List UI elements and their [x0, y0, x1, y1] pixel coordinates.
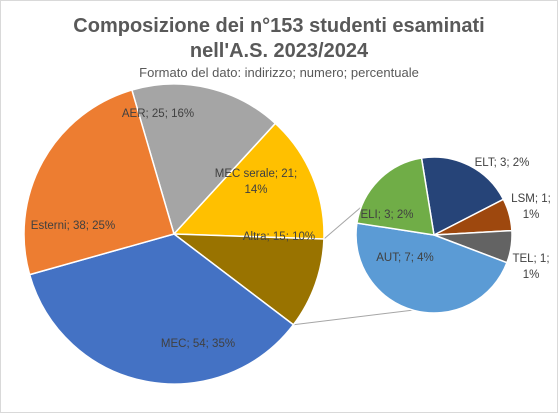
chart-subtitle: Formato del dato: indirizzo; numero; per…	[139, 65, 419, 80]
main-pie	[23, 83, 325, 385]
data-label-tel-line2: 1%	[523, 269, 540, 281]
data-label-altra: Altra; 15; 10%	[243, 231, 315, 243]
connector-bottom	[293, 309, 415, 326]
slice-mec	[28, 233, 295, 385]
slice-aut	[355, 222, 508, 314]
data-label-mec: MEC; 54; 35%	[161, 338, 235, 350]
data-label-aut: AUT; 7; 4%	[376, 252, 434, 264]
data-labels: AER; 25; 16% MEC serale; 21; 14% Altra; 15;…	[31, 108, 551, 350]
data-label-tel: TEL; 1;	[512, 253, 549, 265]
slice-eli	[356, 157, 435, 236]
slice-altra	[171, 233, 325, 326]
slice-esterni	[23, 89, 175, 276]
data-label-mec-serale-line2: 14%	[244, 184, 267, 196]
chart-title-line1: Composizione dei n°153 studenti esaminat…	[73, 15, 485, 37]
data-label-eli: ELI; 3; 2%	[360, 209, 413, 221]
data-label-lsm-line2: 1%	[523, 209, 540, 221]
slice-aer	[130, 83, 277, 236]
chart-title-line2: nell'A.S. 2023/2024	[189, 40, 369, 62]
data-label-mec-serale: MEC serale; 21;	[215, 168, 297, 180]
slice-elt	[420, 156, 505, 237]
data-label-aer: AER; 25; 16%	[122, 108, 194, 120]
data-label-elt: ELT; 3; 2%	[475, 157, 530, 169]
slice-mec-serale	[172, 122, 325, 240]
data-label-lsm: LSM; 1;	[511, 193, 551, 205]
secondary-pie	[355, 156, 513, 314]
data-label-esterni: Esterni; 38; 25%	[31, 220, 115, 232]
